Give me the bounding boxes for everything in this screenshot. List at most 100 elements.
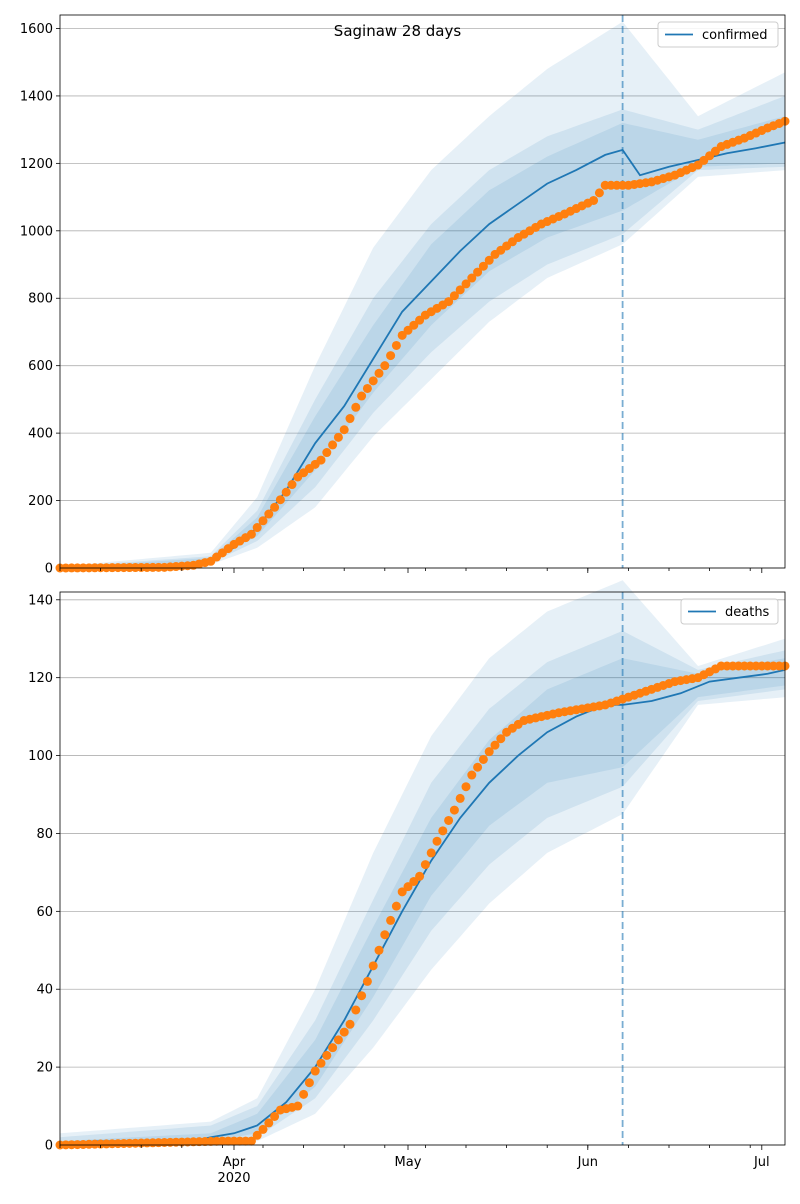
y-tick-label: 120 — [28, 671, 53, 686]
observed-point — [362, 383, 372, 393]
observed-point — [293, 1101, 303, 1111]
observed-point — [264, 1118, 274, 1128]
observed-point — [391, 340, 401, 350]
observed-point — [339, 425, 349, 435]
observed-point — [345, 1019, 355, 1029]
observed-point — [281, 487, 291, 497]
uncertainty-band-inner — [60, 116, 785, 568]
y-tick-label: 0 — [45, 1139, 53, 1154]
observed-point — [455, 285, 465, 295]
observed-point — [246, 529, 256, 539]
uncertainty-band-outer — [60, 21, 785, 568]
observed-point — [478, 261, 488, 271]
observed-point — [351, 402, 361, 412]
uncertainty-band-inner — [60, 658, 785, 1145]
x-tick-label: Jul — [753, 1155, 770, 1170]
legend-box — [657, 21, 779, 48]
y-tick-label: 140 — [28, 593, 53, 608]
observed-point — [478, 754, 488, 764]
y-tick-label: 60 — [36, 905, 53, 920]
legend-label: deaths — [725, 605, 770, 620]
observed-point — [386, 915, 396, 925]
observed-point — [322, 1050, 332, 1060]
observed-point — [403, 325, 413, 335]
y-tick-label: 200 — [28, 494, 53, 509]
observed-point — [490, 740, 500, 750]
x-tick-label: May — [395, 1155, 422, 1170]
observed-point — [322, 448, 332, 458]
plot-frame — [59, 14, 786, 569]
observed-point — [252, 1130, 262, 1140]
uncertainty-band-middle — [60, 630, 785, 1145]
observed-point — [275, 495, 285, 505]
observed-point — [467, 273, 477, 283]
observed-point — [432, 836, 442, 846]
observed-point — [386, 351, 396, 361]
observed-point — [374, 945, 384, 955]
y-tick-label: 80 — [36, 827, 53, 842]
observed-point — [246, 1136, 256, 1146]
observed-point — [496, 734, 506, 744]
y-tick-label: 1200 — [20, 157, 53, 172]
observed-point — [415, 315, 425, 325]
y-tick-label: 1000 — [20, 224, 53, 239]
y-tick-label: 100 — [28, 749, 53, 764]
observed-point — [316, 1058, 326, 1068]
observed-point — [461, 279, 471, 289]
y-tick-label: 600 — [28, 359, 53, 374]
observed-point — [357, 391, 367, 401]
observed-point — [362, 976, 372, 986]
observed-point — [426, 848, 436, 858]
uncertainty-band-middle — [60, 95, 785, 569]
x-tick-sublabel: 2020 — [217, 1171, 250, 1186]
series-line-deaths — [59, 669, 786, 1146]
x-tick-label: Apr — [223, 1155, 246, 1170]
y-tick-label: 20 — [36, 1061, 53, 1076]
observed-point — [299, 1089, 309, 1099]
x-tick-label: Jun — [577, 1155, 598, 1170]
chart-title: Saginaw 28 days — [334, 22, 462, 40]
legend-label: confirmed — [702, 28, 768, 43]
observed-point — [368, 961, 378, 971]
observed-point — [264, 509, 274, 519]
observed-point — [438, 826, 448, 836]
y-tick-label: 40 — [36, 983, 53, 998]
observed-point — [449, 805, 459, 815]
legend-box — [680, 598, 779, 625]
observed-point — [258, 1124, 268, 1134]
observed-point — [357, 991, 367, 1001]
observed-point — [397, 887, 407, 897]
observed-point — [391, 901, 401, 911]
observed-point — [333, 432, 343, 442]
observed-point — [484, 255, 494, 265]
observed-point — [409, 876, 419, 886]
observed-point — [455, 793, 465, 803]
observed-point — [594, 188, 604, 198]
observed-point — [409, 320, 419, 330]
observed-point — [473, 267, 483, 277]
observed-point — [270, 1111, 280, 1121]
observed-point — [333, 1035, 343, 1045]
observed-point — [380, 930, 390, 940]
observed-point — [310, 1066, 320, 1076]
observed-point — [316, 455, 326, 465]
observed-point — [252, 523, 262, 533]
observed-point — [484, 747, 494, 757]
observed-point — [328, 440, 338, 450]
observed-point — [345, 414, 355, 424]
confirmed-panel: 0 200 400 600 800 1000 1200 1400 1600 Saginaw 28 … — [20, 14, 790, 577]
y-tick-label: 1400 — [20, 89, 53, 104]
observed-point — [415, 871, 425, 881]
observed-point — [328, 1043, 338, 1053]
observed-point — [270, 502, 280, 512]
observed-point — [368, 376, 378, 386]
observed-point — [339, 1027, 349, 1037]
observed-point — [473, 762, 483, 772]
y-tick-label: 1600 — [20, 22, 53, 37]
observed-point — [444, 297, 454, 307]
observed-point — [403, 882, 413, 892]
observed-point — [351, 1005, 361, 1015]
